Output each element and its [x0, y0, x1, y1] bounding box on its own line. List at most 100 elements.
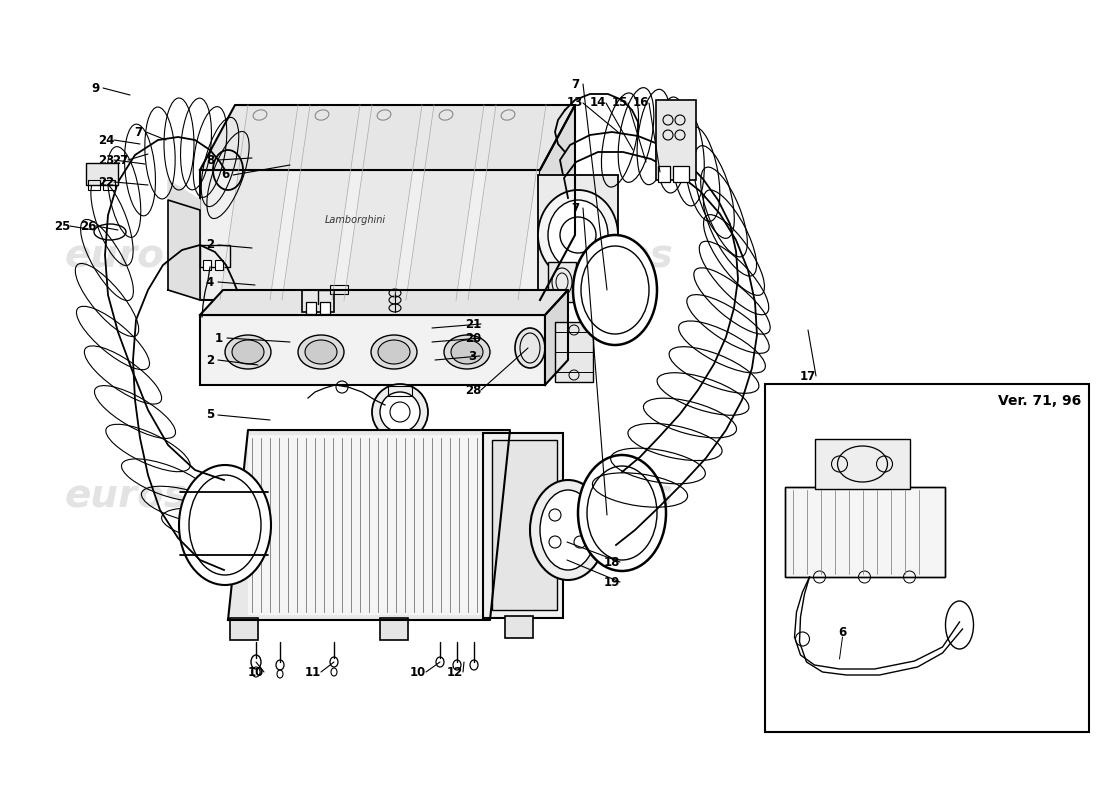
- Ellipse shape: [540, 490, 596, 570]
- Bar: [673, 166, 689, 182]
- Text: eurospares: eurospares: [64, 477, 310, 515]
- Bar: [556, 322, 593, 382]
- Polygon shape: [468, 105, 546, 300]
- Text: 25: 25: [54, 219, 70, 233]
- Ellipse shape: [372, 384, 428, 440]
- Bar: [505, 616, 534, 638]
- Text: 20: 20: [465, 331, 481, 345]
- Text: 15: 15: [612, 97, 628, 110]
- Polygon shape: [200, 105, 575, 170]
- Bar: [86, 163, 118, 185]
- Text: 6: 6: [221, 169, 229, 182]
- Text: 11: 11: [305, 666, 321, 678]
- Text: 12: 12: [447, 666, 463, 678]
- Ellipse shape: [578, 455, 666, 571]
- Text: 10: 10: [248, 666, 264, 678]
- Bar: [656, 100, 696, 180]
- Polygon shape: [544, 290, 568, 385]
- Bar: [548, 262, 576, 302]
- Text: eurospares: eurospares: [64, 237, 310, 275]
- Text: 3: 3: [468, 350, 476, 362]
- Text: 4: 4: [206, 275, 214, 289]
- Bar: [330, 285, 348, 294]
- Bar: [302, 290, 334, 312]
- Ellipse shape: [192, 481, 257, 569]
- Polygon shape: [168, 180, 200, 300]
- Polygon shape: [344, 105, 422, 300]
- Ellipse shape: [451, 340, 483, 364]
- Text: 2: 2: [206, 238, 214, 251]
- Bar: [200, 315, 544, 385]
- Ellipse shape: [573, 235, 657, 345]
- Text: 22: 22: [98, 175, 114, 189]
- Text: Lamborghini: Lamborghini: [324, 215, 386, 225]
- Ellipse shape: [183, 470, 267, 580]
- Ellipse shape: [298, 335, 344, 369]
- Ellipse shape: [538, 190, 618, 280]
- Text: 27: 27: [112, 154, 128, 166]
- Text: 26: 26: [80, 219, 96, 233]
- Text: 9: 9: [91, 82, 99, 94]
- Text: 18: 18: [604, 555, 620, 569]
- Bar: [230, 618, 258, 640]
- Bar: [103, 180, 116, 190]
- Text: Ver. 71, 96: Ver. 71, 96: [998, 394, 1081, 408]
- Text: 24: 24: [98, 134, 114, 146]
- Bar: [388, 430, 412, 440]
- Polygon shape: [540, 105, 575, 300]
- Polygon shape: [228, 430, 510, 620]
- Bar: [764, 384, 1089, 732]
- Bar: [658, 166, 670, 182]
- Ellipse shape: [378, 340, 410, 364]
- Text: 14: 14: [590, 97, 606, 110]
- Bar: [306, 302, 316, 314]
- Text: 13: 13: [566, 97, 583, 110]
- Ellipse shape: [232, 340, 264, 364]
- Text: 28: 28: [465, 383, 481, 397]
- Ellipse shape: [530, 480, 606, 580]
- Text: 17: 17: [800, 370, 816, 382]
- Bar: [784, 487, 945, 577]
- Polygon shape: [200, 290, 568, 315]
- Ellipse shape: [305, 340, 337, 364]
- Polygon shape: [282, 105, 360, 300]
- Text: 19: 19: [604, 575, 620, 589]
- Bar: [88, 180, 100, 190]
- Bar: [204, 316, 224, 330]
- Bar: [492, 440, 557, 610]
- Text: 7: 7: [571, 202, 579, 214]
- Text: eurospares: eurospares: [427, 237, 673, 275]
- Bar: [388, 386, 412, 396]
- Bar: [320, 302, 330, 314]
- Polygon shape: [220, 105, 298, 300]
- Bar: [379, 618, 408, 640]
- Bar: [204, 260, 211, 270]
- Text: 2: 2: [206, 354, 214, 366]
- Bar: [200, 245, 230, 267]
- Polygon shape: [406, 105, 484, 300]
- Polygon shape: [248, 435, 490, 615]
- Text: 8: 8: [206, 154, 214, 166]
- Ellipse shape: [444, 335, 490, 369]
- Text: eurospares: eurospares: [427, 477, 673, 515]
- Bar: [814, 439, 910, 489]
- Text: 7: 7: [571, 78, 579, 90]
- Text: 21: 21: [465, 318, 481, 330]
- Text: 5: 5: [206, 409, 214, 422]
- Ellipse shape: [179, 465, 271, 585]
- Ellipse shape: [371, 335, 417, 369]
- Bar: [214, 260, 223, 270]
- Ellipse shape: [379, 392, 420, 432]
- Bar: [200, 170, 540, 300]
- Ellipse shape: [226, 335, 271, 369]
- Text: 7: 7: [134, 126, 142, 138]
- Text: 16: 16: [632, 97, 649, 110]
- Ellipse shape: [548, 200, 608, 270]
- Ellipse shape: [515, 328, 544, 368]
- Text: 6: 6: [838, 626, 847, 638]
- Text: 10: 10: [410, 666, 426, 678]
- Bar: [784, 487, 945, 577]
- Text: 23: 23: [98, 154, 114, 166]
- Bar: [538, 175, 618, 295]
- Bar: [483, 433, 563, 618]
